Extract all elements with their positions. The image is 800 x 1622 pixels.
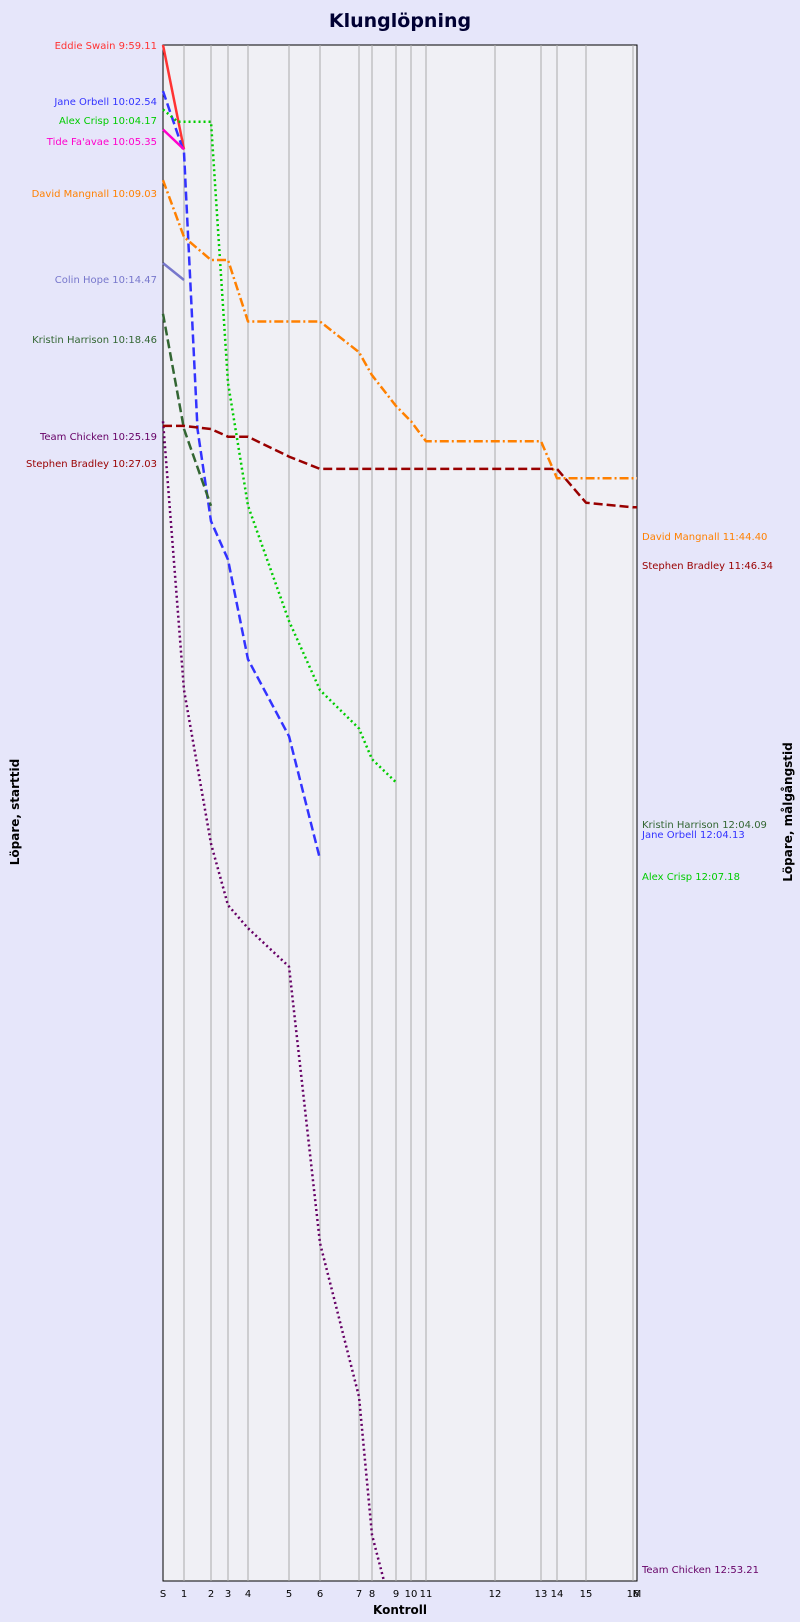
grid-lines (183, 45, 634, 1581)
x-axis-title: Kontroll (373, 1603, 427, 1617)
x-tick-label: S (160, 1589, 166, 1600)
plot-area (162, 44, 638, 1582)
x-tick-label: 12 (489, 1589, 502, 1600)
x-tick-label: 5 (286, 1589, 292, 1600)
x-tick-label: M (633, 1589, 642, 1600)
x-tick-label: 2 (208, 1589, 214, 1600)
finish-label: David Mangnall 11:44.40 (642, 532, 767, 543)
x-tick-label: 10 (405, 1589, 418, 1600)
x-tick-label: 6 (317, 1589, 323, 1600)
x-tick-label: 14 (551, 1589, 564, 1600)
start-labels: Eddie Swain 9:59.11 Jane Orbell 10:02.54 A… (26, 41, 157, 470)
series-line (162, 262, 185, 281)
finish-label: Kristin Harrison 12:04.09 (642, 820, 767, 831)
start-label: Team Chicken 10:25.19 (39, 432, 157, 443)
x-tick-label: 7 (356, 1589, 362, 1600)
y-axis-title-right: Löpare, målgångstid (781, 742, 795, 882)
x-tick-label: 9 (393, 1589, 399, 1600)
finish-label: Jane Orbell 12:04.13 (641, 830, 745, 841)
series-line (162, 108, 397, 784)
x-tick-label: 15 (580, 1589, 593, 1600)
start-label: Alex Crisp 10:04.17 (59, 116, 157, 127)
x-tick-label: 8 (369, 1589, 375, 1600)
y-axis-title-left: Löpare, starttid (8, 759, 22, 865)
start-label: Colin Hope 10:14.47 (55, 275, 157, 286)
chart-title: Klunglöpning (329, 10, 471, 32)
series-line (163, 424, 637, 509)
finish-label: Stephen Bradley 11:46.34 (642, 561, 773, 572)
finish-label: Team Chicken 12:53.21 (641, 1565, 759, 1576)
series-line (162, 128, 185, 151)
series-line (161, 179, 637, 480)
start-label: David Mangnall 10:09.03 (32, 189, 157, 200)
x-axis-ticks: S 1 2 3 4 5 6 7 8 9 10 11 12 13 14 15 16M (160, 1589, 642, 1600)
x-tick-label: 11 (420, 1589, 433, 1600)
start-label: Kristin Harrison 10:18.46 (32, 335, 157, 346)
start-label: Tide Fa'avae 10:05.35 (46, 137, 157, 148)
series-line (161, 90, 322, 860)
series-line (161, 44, 186, 150)
x-tick-label: 3 (225, 1589, 231, 1600)
x-tick-label: 13 (535, 1589, 548, 1600)
series-line (161, 313, 213, 507)
x-tick-label: 4 (245, 1589, 251, 1600)
x-tick-label: 16 (627, 1589, 640, 1600)
finish-labels: David Mangnall 11:44.40 Stephen Bradley 1… (641, 532, 773, 1576)
start-label: Stephen Bradley 10:27.03 (26, 459, 157, 470)
start-label: Eddie Swain 9:59.11 (55, 41, 157, 52)
series-lines (161, 44, 637, 1582)
finish-label: Alex Crisp 12:07.18 (642, 872, 740, 883)
x-tick-label: 1 (181, 1589, 187, 1600)
start-label: Jane Orbell 10:02.54 (53, 97, 157, 108)
